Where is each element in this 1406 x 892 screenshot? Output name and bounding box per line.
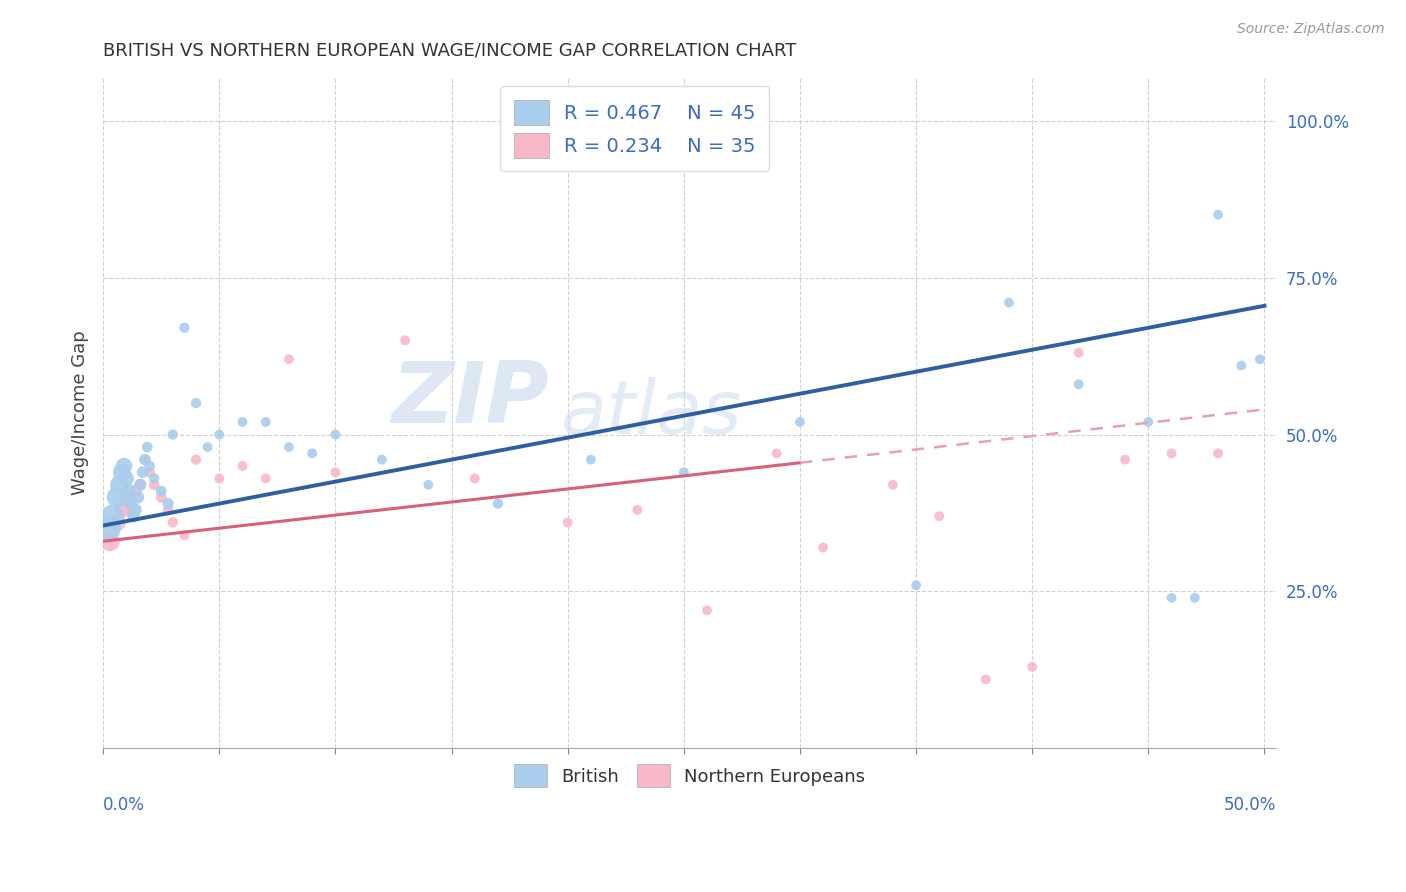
Text: ZIP: ZIP	[391, 358, 548, 441]
Point	[371, 452, 394, 467]
Point	[101, 509, 124, 524]
Point	[129, 477, 152, 491]
Point	[1230, 359, 1253, 373]
Point	[486, 497, 509, 511]
Point	[97, 522, 120, 536]
Point	[998, 295, 1021, 310]
Point	[111, 503, 134, 517]
Point	[325, 465, 347, 479]
Point	[672, 465, 695, 479]
Point	[122, 509, 145, 524]
Point	[184, 396, 207, 410]
Point	[105, 516, 128, 530]
Point	[118, 483, 141, 498]
Point	[208, 427, 231, 442]
Point	[138, 458, 160, 473]
Point	[131, 465, 153, 479]
Point	[197, 440, 219, 454]
Point	[112, 458, 135, 473]
Point	[418, 477, 440, 491]
Point	[173, 528, 195, 542]
Point	[108, 477, 131, 491]
Point	[882, 477, 904, 491]
Point	[150, 491, 173, 505]
Text: Source: ZipAtlas.com: Source: ZipAtlas.com	[1237, 22, 1385, 37]
Point	[1184, 591, 1206, 605]
Point	[1114, 452, 1136, 467]
Point	[231, 415, 253, 429]
Point	[1206, 208, 1229, 222]
Point	[231, 458, 253, 473]
Point	[184, 452, 207, 467]
Point	[1137, 415, 1160, 429]
Point	[928, 509, 950, 524]
Point	[162, 516, 184, 530]
Point	[301, 446, 323, 460]
Point	[254, 471, 277, 485]
Point	[127, 491, 149, 505]
Point	[765, 446, 787, 460]
Point	[136, 440, 159, 454]
Point	[208, 471, 231, 485]
Point	[105, 491, 128, 505]
Point	[124, 483, 146, 498]
Point	[464, 471, 486, 485]
Point	[173, 320, 195, 334]
Point	[626, 503, 648, 517]
Point	[394, 334, 416, 348]
Point	[157, 503, 180, 517]
Point	[134, 452, 156, 467]
Text: 50.0%: 50.0%	[1223, 796, 1277, 814]
Point	[157, 497, 180, 511]
Point	[98, 534, 121, 549]
Point	[115, 471, 138, 485]
Point	[325, 427, 347, 442]
Point	[143, 477, 166, 491]
Point	[278, 352, 301, 367]
Point	[1249, 352, 1271, 367]
Point	[129, 477, 152, 491]
Y-axis label: Wage/Income Gap: Wage/Income Gap	[72, 330, 89, 495]
Point	[115, 491, 138, 505]
Point	[162, 427, 184, 442]
Point	[974, 673, 997, 687]
Legend: British, Northern Europeans: British, Northern Europeans	[502, 751, 877, 800]
Point	[120, 497, 142, 511]
Point	[1206, 446, 1229, 460]
Text: BRITISH VS NORTHERN EUROPEAN WAGE/INCOME GAP CORRELATION CHART: BRITISH VS NORTHERN EUROPEAN WAGE/INCOME…	[103, 42, 797, 60]
Point	[1067, 346, 1090, 360]
Point	[138, 465, 160, 479]
Point	[789, 415, 811, 429]
Point	[278, 440, 301, 454]
Point	[1160, 591, 1182, 605]
Point	[1067, 377, 1090, 392]
Text: 0.0%: 0.0%	[103, 796, 145, 814]
Point	[696, 603, 718, 617]
Text: atlas: atlas	[561, 376, 742, 449]
Point	[557, 516, 579, 530]
Point	[124, 503, 146, 517]
Point	[150, 483, 173, 498]
Point	[1021, 660, 1043, 674]
Point	[579, 452, 602, 467]
Point	[1160, 446, 1182, 460]
Point	[905, 578, 928, 592]
Point	[134, 452, 156, 467]
Point	[254, 415, 277, 429]
Point	[811, 541, 834, 555]
Point	[120, 503, 142, 517]
Point	[111, 465, 134, 479]
Point	[143, 471, 166, 485]
